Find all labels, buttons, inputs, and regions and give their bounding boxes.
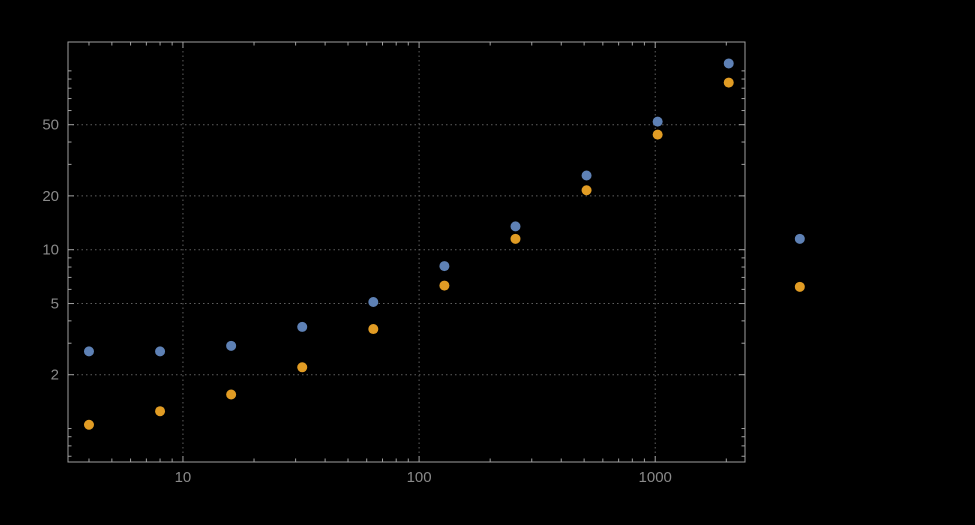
data-point-series-2: [439, 280, 450, 291]
data-point-series-2: [510, 233, 521, 244]
y-tick-label: 2: [51, 367, 59, 384]
data-point-series-2: [368, 324, 379, 335]
data-point-series-2: [155, 406, 166, 417]
x-tick-label: 10: [175, 469, 192, 486]
data-point-series-2: [83, 419, 94, 430]
data-point-series-1: [155, 346, 166, 357]
data-point-series-1: [297, 321, 308, 332]
data-point-series-2: [226, 389, 237, 400]
data-point-series-1: [226, 340, 237, 351]
data-point-series-1: [510, 221, 521, 232]
y-tick-label: 20: [42, 188, 59, 205]
data-point-series-2: [723, 77, 734, 88]
data-point-series-1: [368, 296, 379, 307]
data-point-series-2: [794, 281, 805, 292]
data-point-series-2: [652, 129, 663, 140]
y-tick-label: 10: [42, 242, 59, 259]
x-tick-label: 100: [407, 469, 432, 486]
data-point-series-1: [652, 116, 663, 127]
data-point-series-1: [83, 346, 94, 357]
x-tick-label: 1000: [639, 469, 672, 486]
data-point-series-2: [297, 362, 308, 373]
data-point-series-1: [439, 261, 450, 272]
data-point-series-1: [794, 233, 805, 244]
y-tick-label: 5: [51, 296, 59, 313]
data-point-series-2: [581, 185, 592, 196]
data-point-series-1: [723, 58, 734, 69]
y-tick-label: 50: [42, 117, 59, 134]
data-point-series-1: [581, 170, 592, 181]
plot-frame: [67, 41, 746, 463]
